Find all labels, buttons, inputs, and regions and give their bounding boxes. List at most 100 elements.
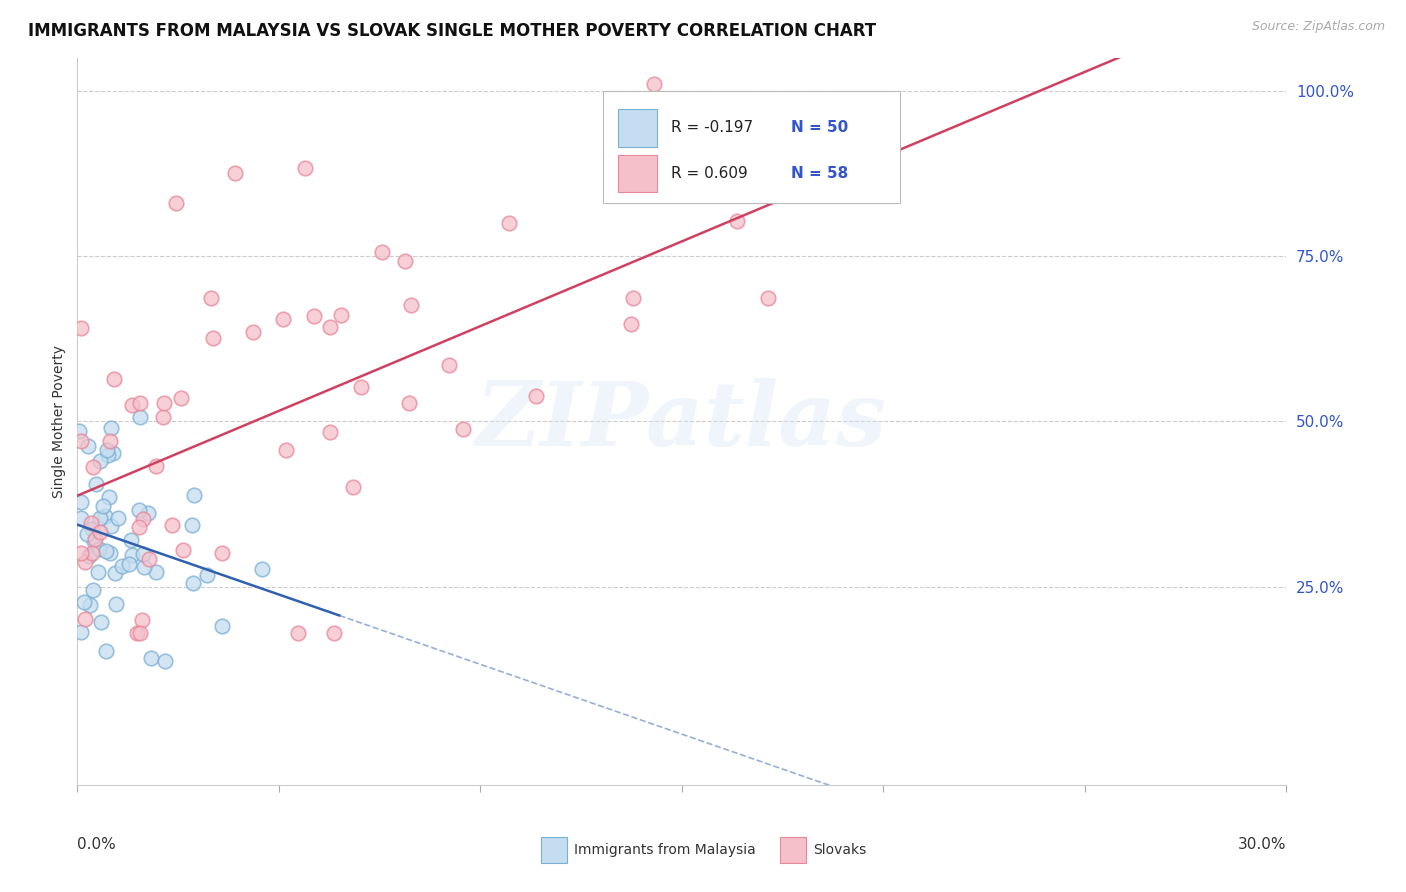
Text: Immigrants from Malaysia: Immigrants from Malaysia <box>574 843 755 857</box>
Point <box>94 509 117 524</box>
Point <box>100 421 122 435</box>
Point <box>80 516 103 530</box>
Point <box>132 512 155 526</box>
Point <box>202 331 225 345</box>
Point <box>89 454 111 468</box>
Point <box>96 644 118 658</box>
Point <box>104 566 127 580</box>
Point <box>84 476 107 491</box>
Point <box>224 166 246 180</box>
Text: N = 50: N = 50 <box>790 120 848 136</box>
Point <box>107 511 129 525</box>
Text: 30.0%: 30.0% <box>1239 838 1286 852</box>
Point <box>145 458 167 473</box>
Text: 0.0%: 0.0% <box>77 838 117 852</box>
Point <box>153 396 176 410</box>
Point <box>180 517 202 532</box>
Point <box>644 78 666 92</box>
Point <box>69 495 91 509</box>
Point <box>96 442 118 457</box>
Text: Slovaks: Slovaks <box>813 843 866 857</box>
Bar <box>617 109 657 146</box>
Point <box>271 311 294 326</box>
Point <box>76 527 98 541</box>
Point <box>287 626 309 640</box>
Point <box>96 544 118 558</box>
Point <box>398 395 420 409</box>
Point <box>183 488 205 502</box>
Text: N = 58: N = 58 <box>790 166 848 181</box>
Point <box>82 522 104 536</box>
Point <box>294 161 316 176</box>
Point <box>134 560 156 574</box>
Text: ZIPatlas: ZIPatlas <box>477 378 887 465</box>
Point <box>319 425 342 439</box>
Point <box>83 532 105 546</box>
Point <box>342 480 364 494</box>
Point <box>394 254 416 268</box>
Point <box>67 425 90 439</box>
Point <box>70 625 93 640</box>
Point <box>103 372 125 386</box>
Point <box>370 244 392 259</box>
Point <box>170 391 193 405</box>
Point <box>129 396 152 410</box>
Point <box>183 575 205 590</box>
Point <box>89 524 111 539</box>
Point <box>250 562 273 576</box>
Point <box>128 502 150 516</box>
Point <box>160 518 183 533</box>
Point <box>323 626 346 640</box>
Point <box>399 298 422 312</box>
Point <box>498 216 520 230</box>
Point <box>211 546 233 560</box>
Point <box>451 421 474 435</box>
Point <box>128 626 150 640</box>
Point <box>70 321 93 335</box>
Point <box>131 548 153 562</box>
Point <box>138 552 160 566</box>
Point <box>87 565 110 579</box>
Point <box>70 511 93 525</box>
Point <box>524 389 547 403</box>
Point <box>302 310 325 324</box>
Point <box>200 291 222 305</box>
Point <box>145 565 167 579</box>
Point <box>98 546 121 560</box>
Point <box>91 499 114 513</box>
Point <box>725 214 748 228</box>
Point <box>172 543 194 558</box>
Point <box>100 518 122 533</box>
Bar <box>617 154 657 193</box>
Point <box>77 439 100 453</box>
Point <box>101 446 124 460</box>
Point <box>70 434 93 448</box>
Point <box>319 320 342 334</box>
Point <box>152 410 174 425</box>
Point <box>139 651 162 665</box>
Text: R = 0.609: R = 0.609 <box>671 166 748 181</box>
Point <box>274 442 297 457</box>
Point <box>211 618 233 632</box>
Point <box>77 549 100 563</box>
Point <box>97 448 120 462</box>
Point <box>128 519 150 533</box>
Y-axis label: Single Mother Poverty: Single Mother Poverty <box>52 345 66 498</box>
Point <box>131 614 153 628</box>
Point <box>73 555 96 569</box>
Point <box>83 534 105 549</box>
Point <box>155 654 177 668</box>
Point <box>79 598 101 612</box>
Point <box>82 582 104 597</box>
Point <box>89 541 111 556</box>
Point <box>82 546 104 560</box>
Point <box>329 308 352 322</box>
Point <box>756 291 779 305</box>
Point <box>73 595 96 609</box>
Point <box>111 559 134 574</box>
Point <box>75 612 97 626</box>
Point <box>128 410 150 425</box>
Point <box>814 156 837 170</box>
Point <box>89 511 111 525</box>
Point <box>104 597 127 611</box>
